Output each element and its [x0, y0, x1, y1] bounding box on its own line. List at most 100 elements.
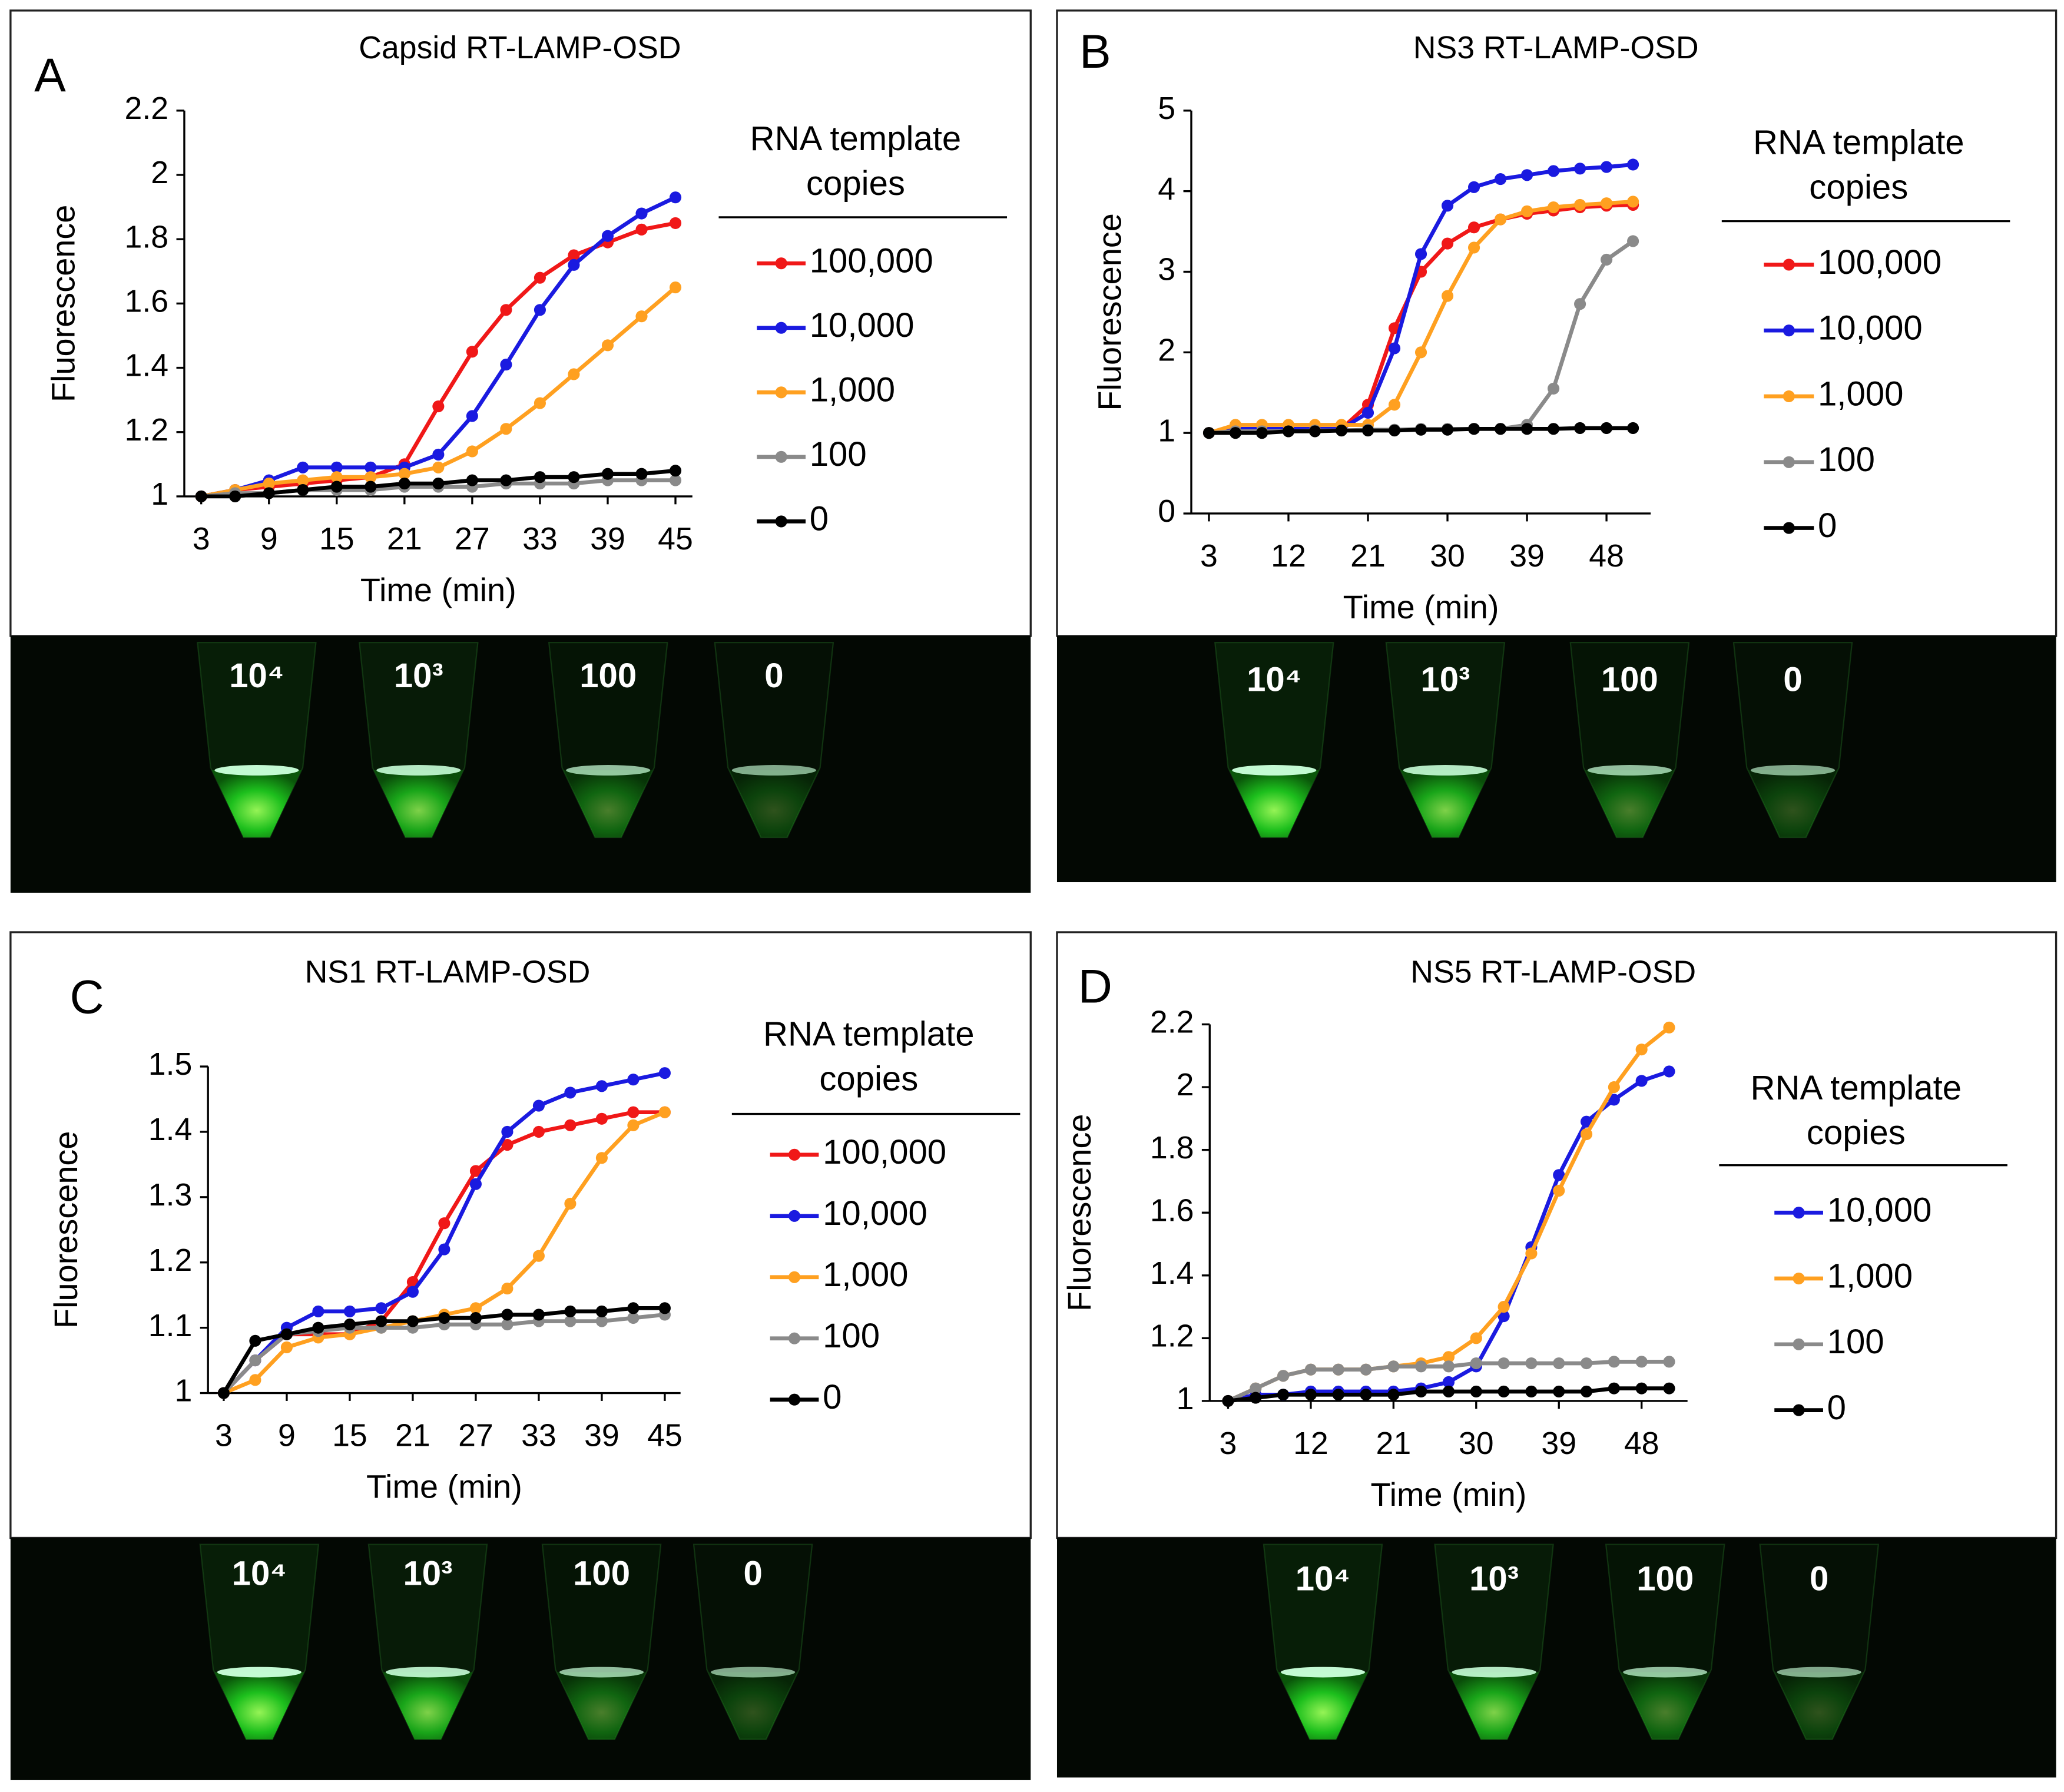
data-point — [330, 481, 343, 493]
data-point — [1663, 1382, 1675, 1394]
tube-label: 10⁴ — [232, 1555, 287, 1593]
data-point — [1277, 1389, 1290, 1401]
data-point — [532, 1309, 545, 1321]
data-point — [406, 1286, 419, 1298]
data-point — [375, 1302, 387, 1314]
y-axis-label: Fluorescence — [1061, 1114, 1098, 1311]
legend-title-box: RNA template copies — [1753, 122, 1964, 207]
tube-label: 0 — [743, 1555, 762, 1593]
tube-liquid — [1278, 1672, 1368, 1740]
data-point — [1442, 1376, 1455, 1389]
data-point — [1361, 406, 1374, 419]
y-tick-label: 1.8 — [1150, 1130, 1194, 1165]
data-point — [1470, 1357, 1482, 1370]
legend-label: 0 — [1818, 506, 1837, 545]
tube-label: 100 — [1636, 1560, 1694, 1598]
y-axis-label: Fluorescence — [45, 205, 82, 402]
panel-letter: B — [1079, 25, 1111, 78]
data-point — [1361, 424, 1374, 437]
data-point — [469, 1311, 482, 1324]
data-point — [249, 1374, 261, 1386]
data-point — [1627, 196, 1639, 208]
data-point — [1548, 423, 1560, 435]
data-point — [1580, 1385, 1593, 1398]
data-point — [1388, 342, 1401, 355]
data-point — [627, 1074, 640, 1086]
data-point — [1521, 205, 1533, 217]
data-point — [1441, 237, 1454, 250]
x-tick-label: 9 — [260, 521, 278, 557]
tube-liquid — [1748, 770, 1838, 838]
data-point — [564, 1305, 577, 1317]
data-point — [438, 1217, 450, 1230]
x-tick-label: 21 — [1350, 538, 1386, 574]
data-point — [343, 1305, 356, 1317]
data-point — [501, 1125, 513, 1138]
data-point — [1608, 1356, 1620, 1368]
data-point — [501, 1283, 513, 1295]
data-point — [669, 217, 682, 229]
x-tick-label: 15 — [332, 1418, 367, 1453]
legend-marker — [788, 1332, 801, 1344]
data-point — [1580, 1115, 1593, 1128]
tube-label: 10³ — [1420, 661, 1470, 699]
data-point — [1601, 161, 1613, 173]
legend-label: 100 — [1818, 440, 1875, 479]
data-point — [1548, 165, 1560, 177]
legend-title-box: RNA template copies — [763, 1014, 975, 1098]
data-point — [595, 1315, 608, 1327]
data-point — [438, 1243, 450, 1256]
tube-meniscus — [1280, 1667, 1366, 1678]
y-tick-label: 1.4 — [125, 348, 169, 383]
data-point — [1574, 198, 1586, 211]
y-axis-label: Fluorescence — [47, 1131, 84, 1329]
legend-marker — [1783, 324, 1795, 337]
data-point — [568, 249, 580, 261]
data-point — [1580, 1357, 1593, 1370]
tube-meniscus — [214, 765, 299, 776]
data-point — [406, 1315, 419, 1327]
data-point — [1387, 1360, 1400, 1373]
legend-label: 0 — [823, 1378, 841, 1416]
y-tick-label: 2.2 — [125, 91, 169, 126]
y-tick-label: 2 — [1158, 332, 1175, 367]
data-point — [1467, 181, 1480, 193]
legend-marker — [775, 515, 787, 528]
tube-label: 0 — [764, 657, 783, 695]
data-point — [1304, 1389, 1317, 1401]
data-point — [658, 1302, 671, 1314]
data-point — [1580, 1128, 1593, 1141]
legend-label: 0 — [1827, 1389, 1846, 1427]
data-point — [438, 1311, 450, 1324]
tube-liquid — [1229, 770, 1319, 838]
tube-label: 0 — [1783, 661, 1802, 699]
x-axis-label: Time (min) — [1343, 588, 1499, 625]
x-tick-label: 39 — [1541, 1426, 1576, 1461]
data-point — [249, 1334, 261, 1347]
legend-label: 100 — [1827, 1323, 1884, 1361]
data-point — [1282, 425, 1295, 438]
data-point — [568, 368, 580, 380]
legend-label: 100,000 — [1818, 243, 1942, 281]
data-point — [1608, 1382, 1620, 1394]
data-point — [1635, 1044, 1648, 1056]
data-point — [1627, 235, 1639, 247]
data-point — [1332, 1363, 1344, 1376]
data-point — [1498, 1385, 1510, 1398]
legend-label: 1,000 — [1818, 375, 1903, 413]
y-tick-label: 1.3 — [148, 1177, 193, 1213]
x-tick-label: 3 — [215, 1418, 233, 1453]
data-point — [1525, 1247, 1538, 1260]
data-point — [1498, 1357, 1510, 1370]
tube-meniscus — [376, 765, 461, 776]
data-point — [432, 400, 445, 413]
legend-title: RNA template copies — [1753, 122, 1964, 207]
data-point — [669, 465, 682, 477]
data-point — [532, 1125, 545, 1138]
x-tick-label: 12 — [1271, 538, 1306, 574]
data-point — [1414, 248, 1427, 260]
data-point — [534, 471, 546, 483]
data-point — [564, 1197, 577, 1210]
tube-liquid — [708, 1672, 798, 1740]
data-point — [1222, 1394, 1234, 1407]
